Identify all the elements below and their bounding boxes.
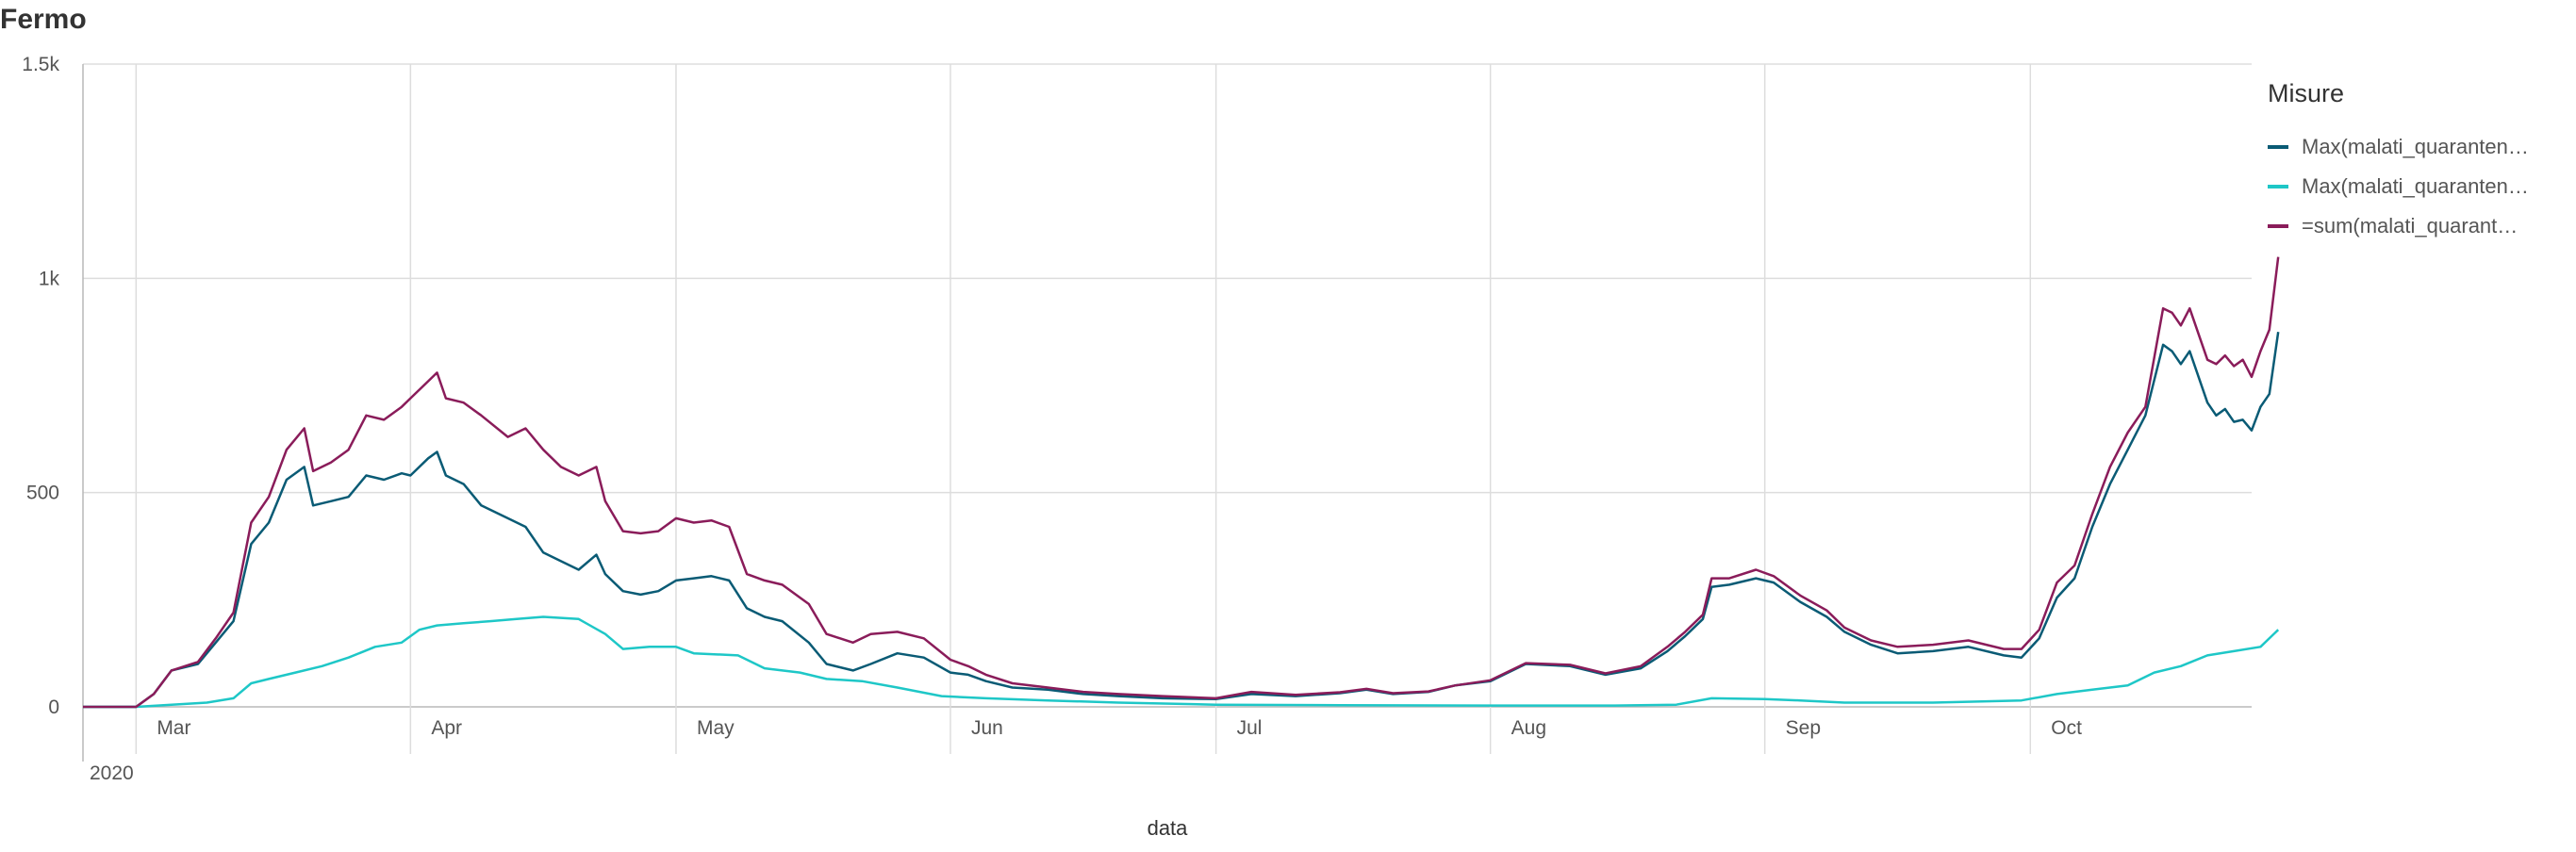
y-tick-1k: 1k [39,268,60,289]
y-tick-500: 500 [26,483,59,504]
x-tick-Sep: Sep [1786,717,1821,739]
legend-item-1[interactable]: Max(malati_quaranten… [2268,127,2569,167]
x-tick-Jun: Jun [971,717,1003,739]
x-tick-Mar: Mar [157,717,190,739]
x-axis-ticks: Mar Apr May Jun Jul Aug Sep Oct [157,717,2082,739]
legend-swatch-3 [2268,224,2288,228]
legend: Misure Max(malati_quaranten… Max(malati_q… [2268,79,2569,246]
series-line-1 [83,332,2280,709]
x-axis-title: data [1148,816,1189,840]
x-tick-Oct: Oct [2051,717,2082,739]
series-line-3 [83,256,2280,709]
x-axis-year-label: 2020 [90,762,134,784]
y-axis-ticks: 0 500 1k 1.5k [22,54,59,718]
chart-gridlines [82,63,2252,762]
series-lines [83,256,2280,709]
x-tick-Aug: Aug [1511,717,1546,739]
legend-swatch-1 [2268,145,2288,149]
chart-title: Fermo [0,4,87,35]
legend-label-1: Max(malati_quaranten… [2302,135,2529,158]
legend-label-2: Max(malati_quaranten… [2302,174,2529,198]
x-tick-Apr: Apr [431,717,462,739]
y-tick-0: 0 [48,696,59,718]
x-tick-May: May [697,717,735,739]
legend-item-2[interactable]: Max(malati_quaranten… [2268,167,2569,206]
legend-swatch-2 [2268,185,2288,188]
legend-item-3[interactable]: =sum(malati_quarant… [2268,206,2569,246]
x-tick-Jul: Jul [1237,717,1263,739]
series-line-2 [83,615,2280,709]
legend-items: Max(malati_quaranten… Max(malati_quarante… [2268,127,2569,246]
legend-title: Misure [2268,79,2345,107]
y-tick-1.5k: 1.5k [22,54,59,75]
legend-label-3: =sum(malati_quarant… [2302,214,2518,238]
